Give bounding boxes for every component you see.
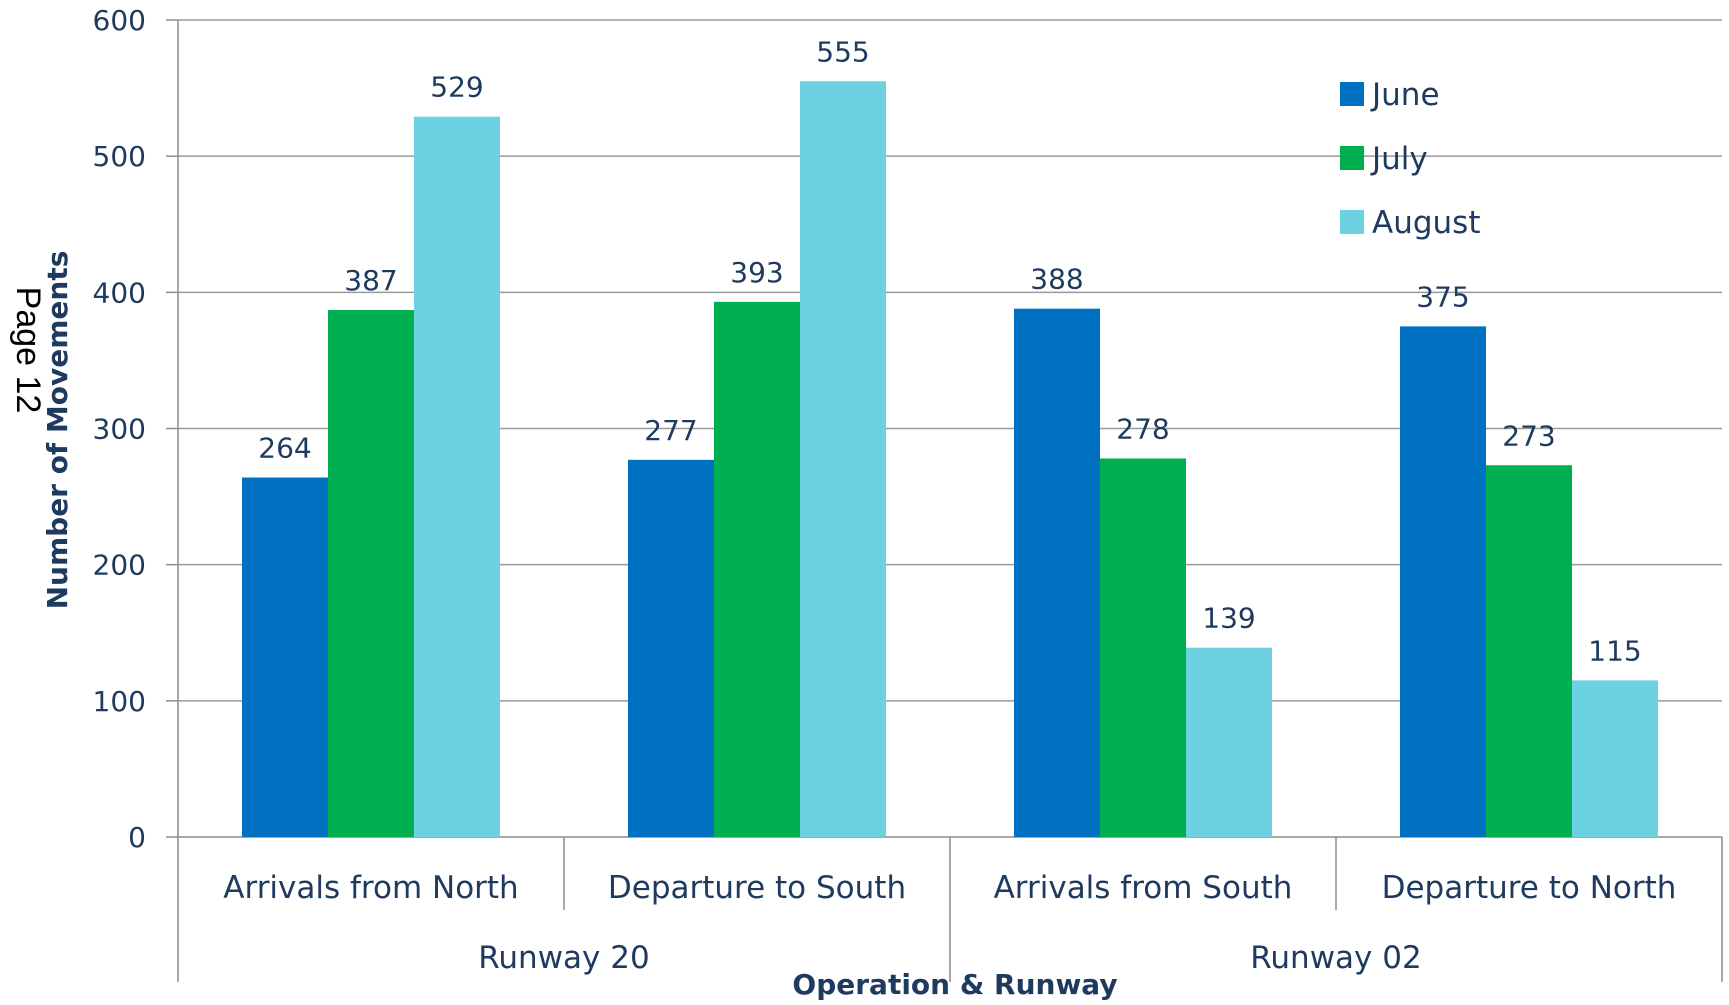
bar-august bbox=[1572, 680, 1658, 837]
data-label: 529 bbox=[430, 71, 483, 104]
y-axis-title: Number of Movements bbox=[41, 251, 74, 610]
legend-swatch-august bbox=[1340, 210, 1364, 234]
data-label: 555 bbox=[816, 35, 869, 68]
data-label: 115 bbox=[1588, 634, 1641, 667]
bar-june bbox=[242, 477, 328, 837]
category-label: Departure to North bbox=[1382, 870, 1677, 906]
legend-label: July bbox=[1370, 141, 1428, 177]
bar-july bbox=[1100, 458, 1186, 837]
legend-swatch-june bbox=[1340, 82, 1364, 106]
data-label: 388 bbox=[1030, 263, 1083, 296]
legend-label: August bbox=[1372, 205, 1481, 241]
category-label: Arrivals from North bbox=[223, 870, 518, 906]
data-label: 278 bbox=[1116, 412, 1169, 445]
data-label: 139 bbox=[1202, 602, 1255, 635]
bars bbox=[242, 81, 1658, 837]
y-tick-label: 300 bbox=[93, 413, 146, 446]
legend-label: June bbox=[1370, 77, 1440, 113]
bar-july bbox=[328, 310, 414, 837]
bar-august bbox=[1186, 647, 1272, 837]
y-tick-label: 200 bbox=[93, 549, 146, 582]
data-label: 375 bbox=[1416, 280, 1469, 313]
bar-july bbox=[1486, 465, 1572, 837]
data-label: 277 bbox=[644, 414, 697, 447]
bar-june bbox=[1400, 326, 1486, 837]
group-label: Runway 20 bbox=[478, 940, 649, 976]
y-tick-label: 0 bbox=[128, 821, 146, 854]
category-label: Departure to South bbox=[608, 870, 906, 906]
bar-june bbox=[628, 459, 714, 837]
data-label: 387 bbox=[344, 264, 397, 297]
group-label: Runway 02 bbox=[1250, 940, 1421, 976]
bar-august bbox=[800, 81, 886, 837]
data-label: 393 bbox=[730, 256, 783, 289]
y-tick-label: 600 bbox=[93, 4, 146, 37]
x-axis-title: Operation & Runway bbox=[792, 968, 1117, 1001]
legend: June July August bbox=[1340, 77, 1481, 241]
page-number-label: Page 12 bbox=[9, 287, 47, 414]
category-label: Arrivals from South bbox=[994, 870, 1293, 906]
bar-august bbox=[414, 116, 500, 837]
y-tick-label: 100 bbox=[93, 685, 146, 718]
labels: 0 100 200 300 400 500 600 264 387 529 Arrivals fro… bbox=[93, 4, 1677, 976]
bar-june bbox=[1014, 308, 1100, 837]
y-tick-label: 500 bbox=[93, 140, 146, 173]
legend-swatch-july bbox=[1340, 146, 1364, 170]
data-label: 273 bbox=[1502, 419, 1555, 452]
bar-july bbox=[714, 301, 800, 837]
y-tick-label: 400 bbox=[93, 276, 146, 309]
data-label: 264 bbox=[258, 432, 311, 465]
